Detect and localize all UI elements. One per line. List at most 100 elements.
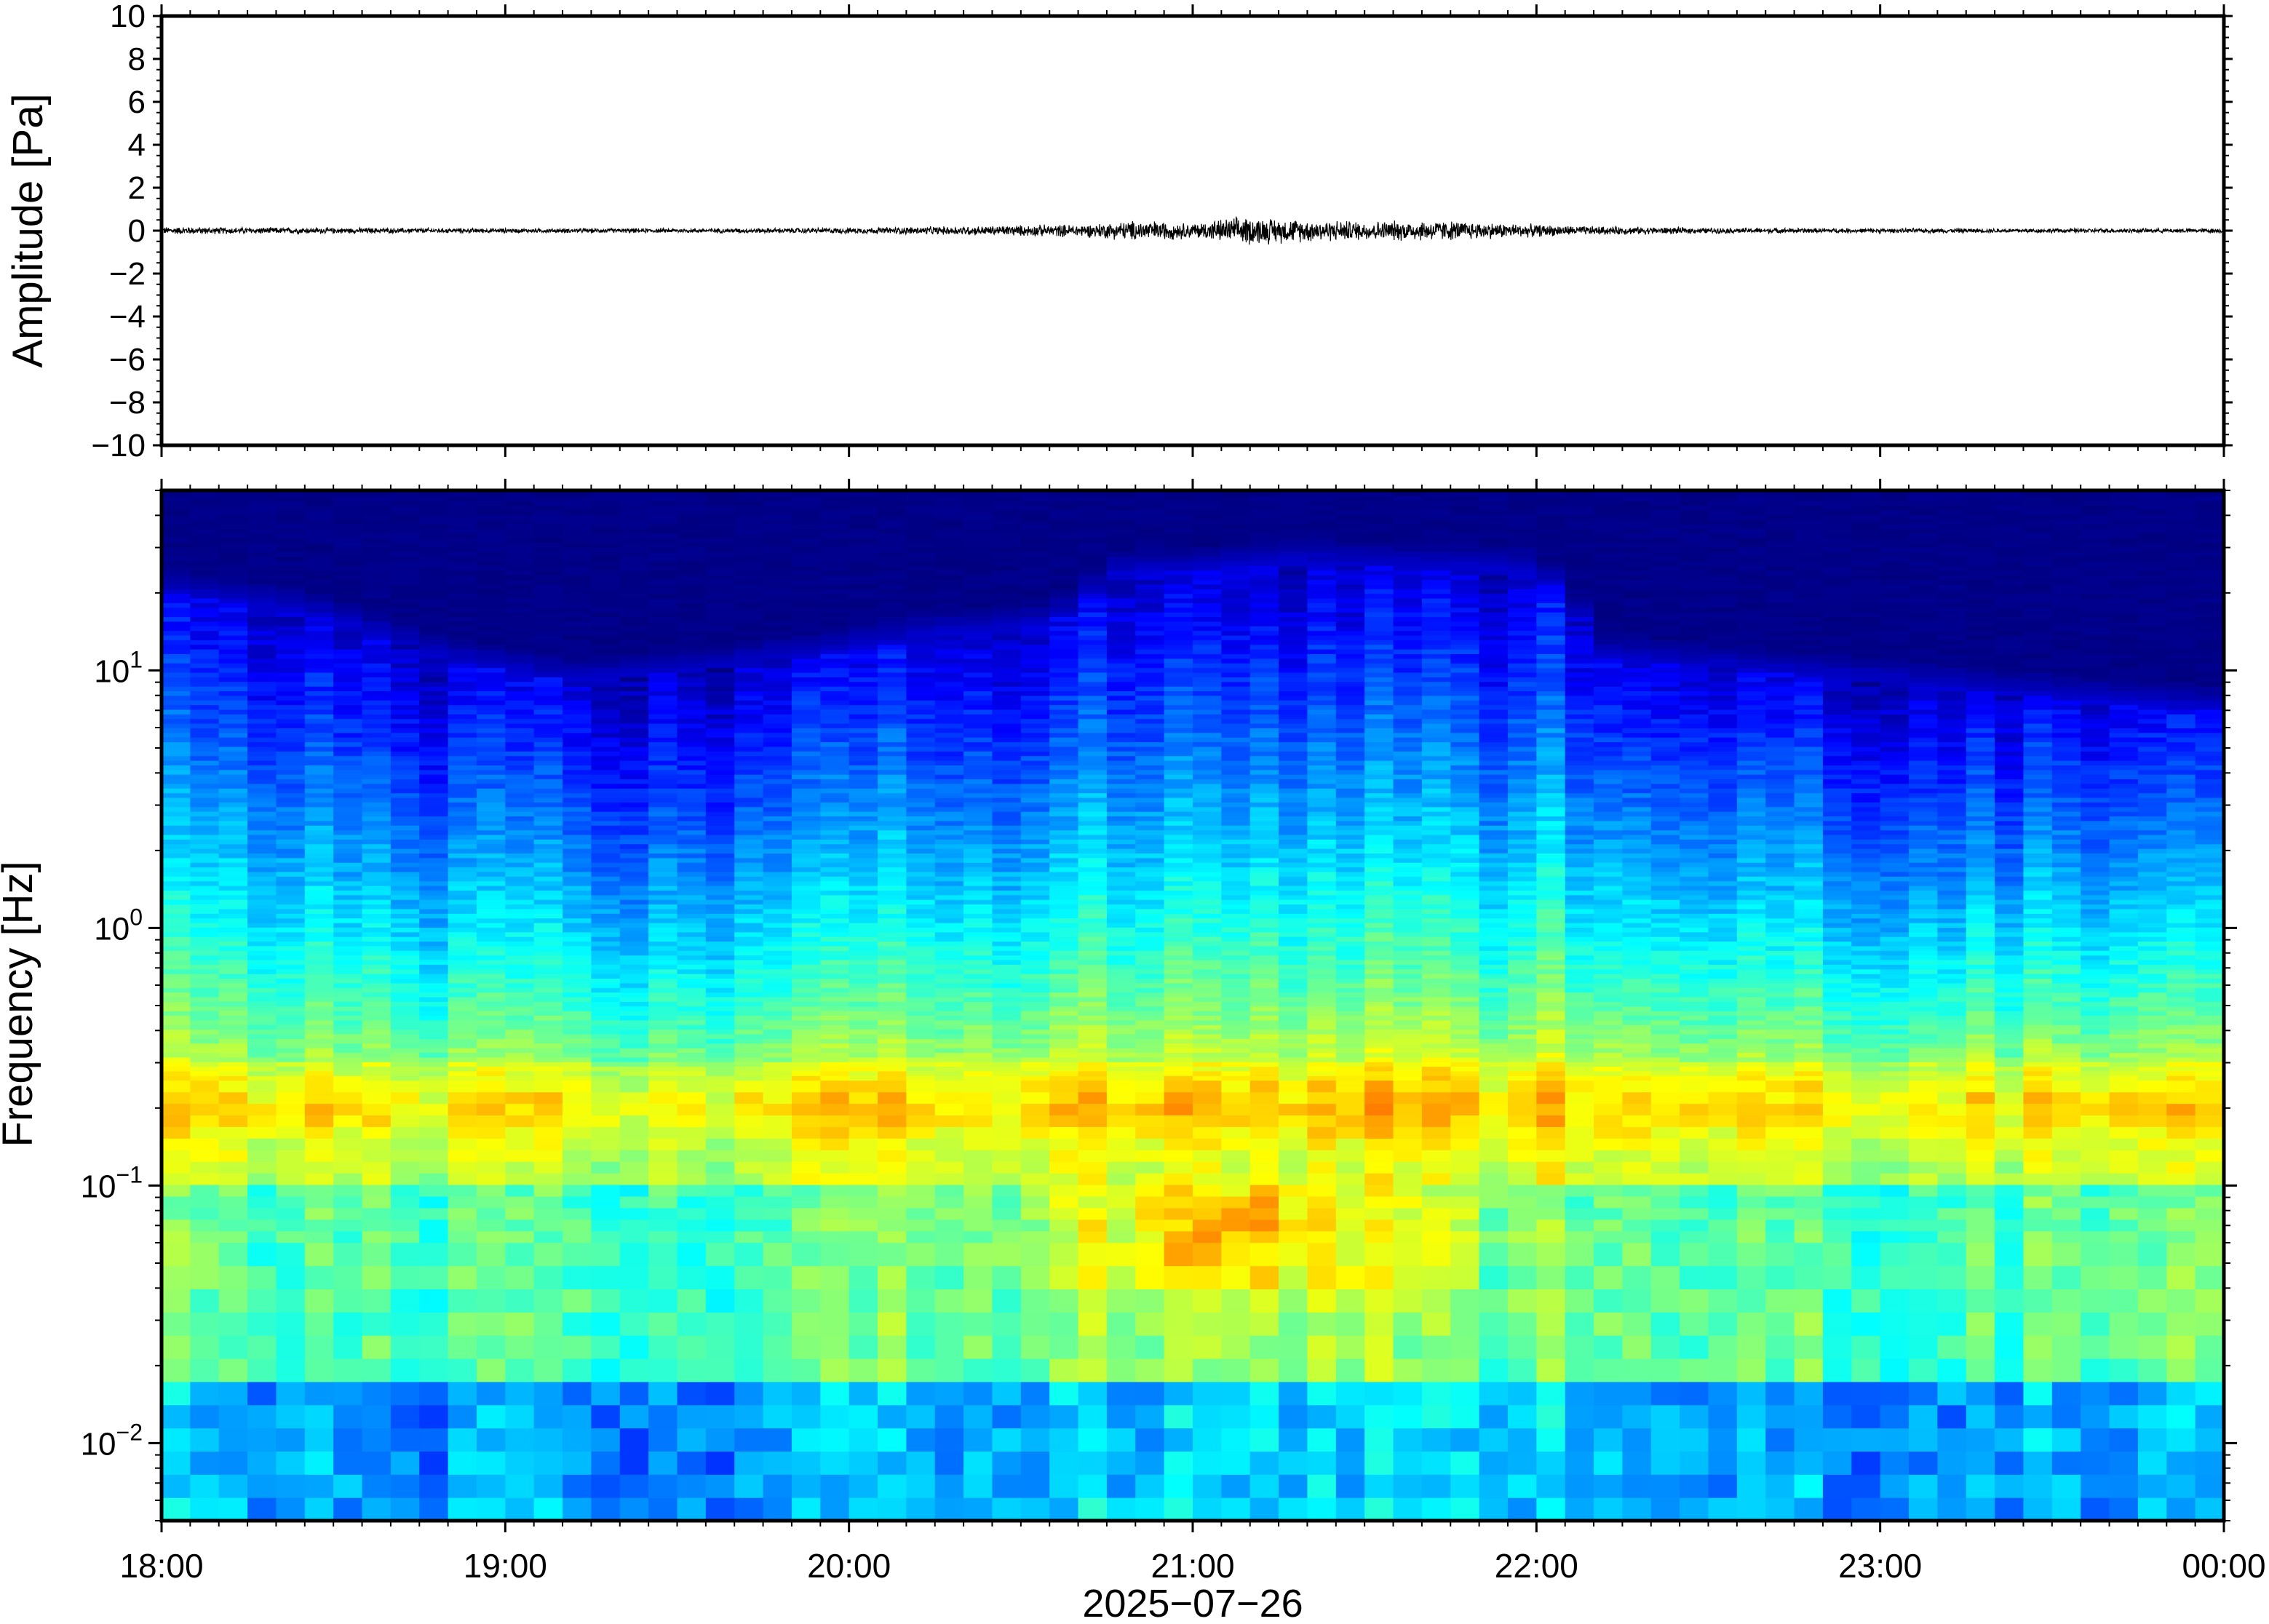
- spectrogram-cell: [849, 1265, 878, 1289]
- spectrogram-cell: [763, 602, 792, 608]
- spectrogram-cell: [505, 769, 535, 775]
- spectrogram-cell: [533, 959, 563, 965]
- spectrogram-cell: [362, 542, 392, 548]
- spectrogram-cell: [878, 880, 907, 886]
- spectrogram-cell: [963, 1070, 993, 1076]
- spectrogram-cell: [505, 612, 535, 618]
- spectrogram-cell: [791, 1070, 821, 1076]
- spectrogram-cell: [791, 570, 821, 576]
- spectrogram-cell: [1020, 1075, 1050, 1081]
- spectrogram-cell: [734, 542, 764, 548]
- spectrogram-cell: [190, 1066, 220, 1072]
- spectrogram-cell: [304, 589, 334, 594]
- spectrogram-cell: [333, 746, 363, 752]
- spectrogram-cell: [162, 955, 191, 960]
- spectrogram-cell: [677, 899, 707, 905]
- spectrogram-cell: [734, 955, 764, 960]
- spectrogram-cell: [505, 1043, 535, 1048]
- spectrogram-cell: [533, 964, 563, 970]
- spectrogram-cell: [705, 616, 735, 622]
- spectrogram-cell: [963, 616, 993, 622]
- spectrogram-cell: [906, 959, 936, 965]
- spectrogram-cell: [849, 663, 878, 669]
- spectrogram-cell: [906, 820, 936, 826]
- spectrogram-cell: [878, 672, 907, 677]
- spectrogram-cell: [849, 876, 878, 882]
- spectrogram-cell: [390, 829, 420, 835]
- spectrogram-cell: [218, 538, 248, 544]
- spectrogram-cell: [878, 1019, 907, 1025]
- spectrogram-cell: [218, 1265, 248, 1289]
- spectrogram-cell: [763, 862, 792, 868]
- spectrogram-cell: [1020, 737, 1050, 743]
- spectrogram-cell: [476, 1428, 506, 1452]
- spectrogram-cell: [705, 950, 735, 956]
- spectrogram-cell: [448, 1195, 477, 1209]
- spectrogram-cell: [333, 1006, 363, 1011]
- spectrogram-cell: [276, 1150, 306, 1162]
- spectrogram-cell: [934, 589, 964, 594]
- spectrogram-cell: [934, 816, 964, 821]
- spectrogram-cell: [849, 908, 878, 914]
- spectrogram-cell: [677, 1161, 707, 1174]
- spectrogram-cell: [533, 857, 563, 863]
- spectrogram-cell: [648, 1335, 678, 1359]
- spectrogram-cell: [333, 709, 363, 715]
- spectrogram-cell: [791, 1006, 821, 1011]
- spectrogram-cell: [247, 1161, 277, 1174]
- spectrogram-cell: [820, 857, 850, 863]
- spectrogram-cell: [162, 792, 191, 798]
- spectrogram-cell: [619, 848, 649, 854]
- spectrogram-cell: [419, 1043, 449, 1048]
- spectrogram-cell: [992, 653, 1022, 659]
- spectrogram-cell: [390, 996, 420, 1002]
- spectrogram-cell: [533, 663, 563, 669]
- spectrogram-cell: [791, 829, 821, 835]
- spectrogram-cell: [677, 1126, 707, 1139]
- spectrogram-cell: [849, 690, 878, 696]
- spectrogram-cell: [247, 1185, 277, 1197]
- spectrogram-cell: [419, 612, 449, 618]
- spectrogram-cell: [705, 923, 735, 928]
- spectrogram-cell: [218, 714, 248, 720]
- spectrogram-cell: [476, 959, 506, 965]
- spectrogram-cell: [734, 820, 764, 826]
- spectrogram-cell: [218, 792, 248, 798]
- spectrogram-cell: [1020, 890, 1050, 896]
- spectrogram-cell: [820, 538, 850, 544]
- spectrogram-cell: [591, 524, 621, 529]
- spectrogram-cell: [218, 741, 248, 747]
- spectrogram-cell: [390, 741, 420, 747]
- spectrogram-cell: [992, 1048, 1022, 1054]
- spectrogram-cell: [820, 788, 850, 794]
- spectrogram-cell: [247, 616, 277, 622]
- spectrogram-cell: [247, 663, 277, 669]
- spectrogram-cell: [992, 783, 1022, 789]
- spectrogram-cell: [791, 783, 821, 789]
- spectrogram-cell: [934, 908, 964, 914]
- spectrogram-cell: [162, 783, 191, 789]
- spectrogram-cell: [276, 501, 306, 506]
- spectrogram-cell: [247, 667, 277, 673]
- spectrogram-cell: [619, 1115, 649, 1127]
- spectrogram-cell: [304, 509, 334, 515]
- spectrogram-cell: [333, 1103, 363, 1116]
- spectrogram-cell: [533, 1161, 563, 1174]
- spectrogram-cell: [476, 649, 506, 655]
- spectrogram-cell: [390, 894, 420, 900]
- spectrogram-cell: [992, 955, 1022, 960]
- spectrogram-cell: [276, 751, 306, 757]
- spectrogram-cell: [563, 792, 592, 798]
- spectrogram-cell: [476, 556, 506, 562]
- spectrogram-cell: [763, 546, 792, 552]
- spectrogram-cell: [1020, 848, 1050, 854]
- spectrogram-cell: [505, 880, 535, 886]
- spectrogram-cell: [849, 913, 878, 919]
- spectrogram-cell: [276, 741, 306, 747]
- spectrogram-cell: [162, 1428, 191, 1452]
- spectrogram-cell: [563, 1001, 592, 1007]
- spectrogram-cell: [906, 1150, 936, 1162]
- spectrogram-cell: [362, 640, 392, 645]
- spectrogram-cell: [820, 996, 850, 1002]
- spectrogram-cell: [419, 765, 449, 771]
